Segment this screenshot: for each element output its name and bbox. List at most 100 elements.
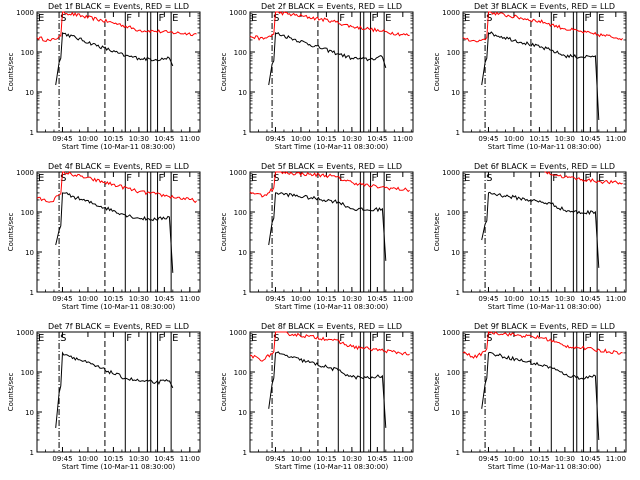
mode-marker-label: E (172, 13, 178, 24)
y-tick-label: 100 (21, 369, 34, 377)
x-tick-label: 11:00 (606, 455, 626, 463)
mode-marker-label: F (585, 333, 591, 344)
mode-marker-label: E (172, 333, 178, 344)
lld-series-line (36, 171, 197, 204)
panel-det-1: Det 1f BLACK = Events, RED = LLD 1 10 100 10… (7, 2, 201, 151)
events-series-line (55, 192, 174, 273)
mode-marker-label: E (38, 173, 44, 184)
lld-series-line (544, 171, 623, 185)
panel-det-7: Det 7f BLACK = Events, RED = LLD 1 10 100 10… (7, 322, 201, 471)
mode-marker-label: F (126, 333, 132, 344)
x-tick-label: 10:45 (367, 135, 387, 143)
y-tick-label: 10 (25, 409, 34, 417)
x-tick-label: 11:00 (180, 295, 200, 303)
mode-marker-label: F (372, 13, 378, 24)
y-tick-label: 1000 (442, 9, 460, 17)
x-tick-label: 10:45 (154, 295, 174, 303)
y-tick-label: 1 (30, 289, 34, 297)
x-axis-label: Start Time (10-Mar-11 08:30:00) (488, 143, 602, 151)
panel-title: Det 4f BLACK = Events, RED = LLD (48, 162, 189, 171)
mode-marker-label: E (172, 173, 178, 184)
panel-title: Det 9f BLACK = Events, RED = LLD (474, 322, 615, 331)
y-tick-label: 100 (21, 209, 34, 217)
x-tick-label: 10:30 (342, 455, 362, 463)
panel-det-2: Det 2f BLACK = Events, RED = LLD 1 10 100 10… (220, 2, 414, 151)
events-series-line (55, 32, 174, 86)
mode-marker-label: F (339, 333, 345, 344)
x-axis-label: Start Time (10-Mar-11 08:30:00) (488, 303, 602, 311)
y-tick-label: 10 (25, 249, 34, 257)
x-axis-label: Start Time (10-Mar-11 08:30:00) (275, 143, 389, 151)
events-series-line (268, 351, 387, 428)
x-tick-label: 10:30 (555, 455, 575, 463)
y-tick-label: 10 (451, 409, 460, 417)
y-tick-label: 1 (456, 129, 460, 137)
y-axis-label: Counts/sec (7, 53, 15, 92)
lld-series-line (462, 11, 623, 43)
x-tick-label: 11:00 (606, 135, 626, 143)
mode-marker-label: S (60, 13, 66, 24)
x-tick-label: 11:00 (393, 295, 413, 303)
mode-marker-label: E (385, 13, 391, 24)
mode-marker-label: E (464, 13, 470, 24)
y-tick-label: 1000 (229, 9, 247, 17)
mode-marker-label: F (552, 173, 558, 184)
mode-marker-label: S (486, 333, 492, 344)
x-tick-label: 10:15 (103, 135, 123, 143)
mode-marker-label: E (598, 333, 604, 344)
x-tick-label: 10:15 (316, 135, 336, 143)
y-tick-label: 1000 (16, 169, 34, 177)
events-series-line (481, 351, 600, 441)
y-tick-label: 1 (30, 449, 34, 457)
mode-marker-label: E (385, 173, 391, 184)
x-axis-label: Start Time (10-Mar-11 08:30:00) (488, 463, 602, 471)
panel-det-3: Det 3f BLACK = Events, RED = LLD 1 10 100 10… (433, 2, 627, 151)
events-series-line (268, 31, 387, 86)
y-tick-label: 10 (238, 89, 247, 97)
lld-series-line (36, 11, 197, 42)
y-axis-label: Counts/sec (7, 213, 15, 252)
x-tick-label: 10:30 (555, 135, 575, 143)
y-tick-label: 10 (451, 89, 460, 97)
x-tick-label: 10:15 (103, 295, 123, 303)
y-tick-label: 10 (238, 409, 247, 417)
mode-marker-label: F (372, 173, 378, 184)
mode-marker-label: F (339, 173, 345, 184)
y-tick-label: 1000 (16, 329, 34, 337)
x-tick-label: 10:30 (129, 135, 149, 143)
x-axis-label: Start Time (10-Mar-11 08:30:00) (275, 303, 389, 311)
x-tick-label: 10:45 (580, 295, 600, 303)
x-tick-label: 10:00 (504, 455, 524, 463)
x-tick-label: 10:30 (129, 455, 149, 463)
mode-marker-label: S (486, 173, 492, 184)
x-tick-label: 11:00 (606, 295, 626, 303)
events-series-line (481, 191, 600, 268)
panel-det-5: Det 5f BLACK = Events, RED = LLD 1 10 100 10… (220, 162, 414, 311)
panel-det-6: Det 6f BLACK = Events, RED = LLD 1 10 100 10… (433, 162, 627, 311)
mode-marker-label: F (552, 13, 558, 24)
mode-marker-label: F (585, 13, 591, 24)
x-axis-label: Start Time (10-Mar-11 08:30:00) (275, 463, 389, 471)
y-tick-label: 1 (243, 449, 247, 457)
y-tick-label: 100 (447, 369, 460, 377)
panel-title: Det 2f BLACK = Events, RED = LLD (261, 2, 402, 11)
x-tick-label: 10:00 (78, 135, 98, 143)
y-tick-label: 1 (243, 129, 247, 137)
lld-series-line (249, 11, 410, 41)
x-axis-label: Start Time (10-Mar-11 08:30:00) (62, 143, 176, 151)
mode-marker-label: F (585, 173, 591, 184)
x-tick-label: 09:45 (265, 295, 285, 303)
mode-marker-label: E (38, 13, 44, 24)
y-axis-label: Counts/sec (7, 373, 15, 412)
x-tick-label: 10:00 (291, 135, 311, 143)
y-tick-label: 100 (234, 369, 247, 377)
y-tick-label: 1 (456, 449, 460, 457)
mode-marker-label: S (486, 13, 492, 24)
mode-marker-label: F (159, 13, 165, 24)
x-tick-label: 10:15 (529, 295, 549, 303)
mode-marker-label: F (126, 173, 132, 184)
x-tick-label: 09:45 (478, 135, 498, 143)
y-axis-label: Counts/sec (220, 213, 228, 252)
panel-title: Det 1f BLACK = Events, RED = LLD (48, 2, 189, 11)
panel-title: Det 7f BLACK = Events, RED = LLD (48, 322, 189, 331)
